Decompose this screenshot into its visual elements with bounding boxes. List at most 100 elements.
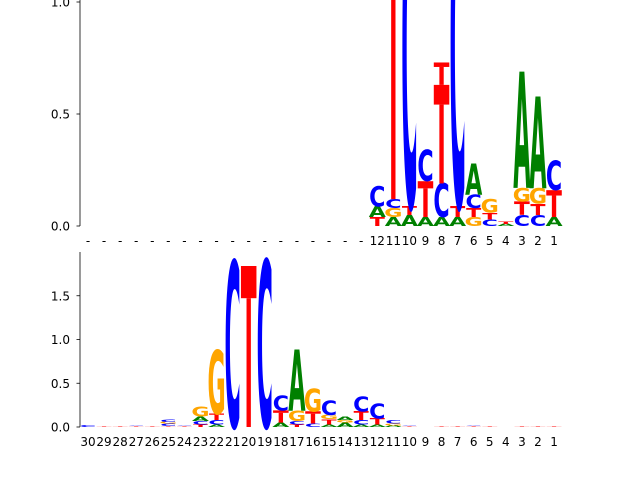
x-tick-label: 13	[354, 435, 369, 449]
logo-letter-c: C	[482, 217, 498, 228]
logo-letter-a: A	[385, 215, 402, 229]
x-tick-label: -	[263, 234, 267, 248]
logo-letter-c: C	[417, 142, 433, 192]
logo-letter-c: C	[369, 180, 385, 212]
logo-letter-t: T	[450, 426, 466, 427]
x-tick-label: 5	[486, 435, 494, 449]
logo-letter-t	[546, 190, 562, 218]
logo-letter-a: A	[369, 424, 387, 428]
logo-letter-a: A	[433, 215, 450, 229]
x-tick-label: 29	[96, 435, 111, 449]
x-tick-label: -	[214, 234, 218, 248]
x-tick-label: 21	[225, 435, 240, 449]
logo-letter-a: A	[545, 215, 562, 229]
x-tick-label: 16	[305, 435, 320, 449]
logo-letter-g: G	[159, 421, 177, 424]
y-tick-label: 1.5	[51, 289, 70, 303]
logo-letter-t: T	[498, 221, 513, 225]
logo-letter-t: T	[370, 416, 386, 426]
x-tick-label: -	[150, 234, 154, 248]
logo-letter-t: T	[466, 206, 482, 220]
x-tick-label: -	[359, 234, 363, 248]
logo-letter-t: T	[514, 426, 530, 427]
logo-letter-a: A	[369, 203, 386, 221]
logo-letter-t	[433, 62, 450, 85]
x-tick-label: 27	[129, 435, 144, 449]
logo-letter-t	[433, 84, 450, 184]
logo-letter-t: T	[289, 424, 304, 428]
logo-letter-c: C	[273, 392, 289, 416]
logo-letter-c: C	[433, 174, 449, 229]
x-tick-label: 8	[438, 234, 446, 248]
x-tick-label: 25	[161, 435, 176, 449]
x-tick-label: -	[86, 234, 90, 248]
logo-letter-c: C	[385, 197, 401, 211]
x-tick-label: 30	[80, 435, 95, 449]
x-tick-label: 1	[550, 435, 558, 449]
x-tick-label: 26	[145, 435, 160, 449]
logo-letter-c: C	[225, 217, 241, 480]
logo-panel-bottom: 0.00.51.01.530 29 28 27 26 25 24 23 22 21 20 19 18 17…	[51, 216, 562, 480]
x-tick-label: 11	[386, 435, 401, 449]
logo-letter-c: C	[514, 212, 530, 230]
logo-letter-g: G	[207, 334, 225, 435]
logo-letter-a: A	[208, 424, 226, 428]
x-tick-label: -	[118, 234, 122, 248]
logo-letter-g: G	[529, 185, 547, 210]
logo-letter-t	[417, 181, 434, 218]
logo-letter-c: C	[305, 423, 321, 429]
x-tick-label: -	[230, 234, 234, 248]
x-tick-label: 14	[337, 435, 352, 449]
x-tick-label: 23	[193, 435, 208, 449]
logo-letter-g: G	[465, 215, 483, 229]
logo-letter-c: C	[401, 425, 417, 426]
y-tick-label: 0.0	[51, 421, 70, 435]
x-tick-label: -	[247, 234, 251, 248]
x-tick-label: 3	[518, 435, 526, 449]
x-tick-label: -	[134, 234, 138, 248]
logo-letter-a: A	[401, 212, 418, 230]
logo-letter-t: T	[354, 409, 370, 423]
logo-letter-c: C	[128, 425, 144, 426]
x-tick-label: 2	[534, 234, 542, 248]
x-tick-label: -	[102, 234, 106, 248]
logo-letter-t: T	[209, 412, 225, 422]
x-tick-label: 18	[273, 435, 288, 449]
logo-letter-a: A	[320, 424, 338, 428]
logo-letter-t: T	[530, 201, 545, 219]
logo-letter-t: T	[530, 426, 546, 427]
logo-letter-t: T	[177, 426, 193, 427]
logo-letter-t: T	[450, 203, 465, 221]
logo-letter-a: A	[449, 215, 466, 229]
logo-letter-t: T	[402, 426, 418, 427]
x-tick-label: -	[182, 234, 186, 248]
x-tick-label: 4	[502, 234, 510, 248]
logo-letter-g: G	[304, 384, 322, 420]
logo-letter-t	[391, 0, 396, 200]
logo-letter-t: T	[161, 426, 177, 427]
logo-letter-t: T	[129, 426, 145, 427]
x-tick-label: 24	[177, 435, 192, 449]
logo-letter-a: A	[353, 424, 371, 428]
logo-letter-g: G	[288, 409, 306, 425]
y-tick-label: 0.5	[51, 108, 70, 122]
x-tick-label: 12	[370, 234, 385, 248]
logo-letter-a: A	[272, 421, 290, 428]
logo-letter-c: C	[466, 191, 482, 213]
logo-letter-t	[273, 410, 289, 423]
x-tick-label: -	[295, 234, 299, 248]
logo-letter-a: A	[385, 425, 403, 428]
y-tick-label: 1.0	[51, 333, 70, 347]
x-tick-label: 15	[321, 435, 336, 449]
logo-letter-c: C	[466, 425, 482, 426]
logo-letter-c: C	[289, 420, 305, 426]
logo-letter-t: T	[466, 426, 482, 427]
logo-letter-a: A	[513, 39, 530, 225]
logo-letter-t	[514, 201, 530, 215]
x-tick-label: 9	[422, 234, 430, 248]
x-tick-label: 6	[470, 234, 478, 248]
x-tick-label: 2	[534, 435, 542, 449]
logo-letter-a: A	[529, 72, 546, 218]
x-tick-label: 19	[257, 435, 272, 449]
